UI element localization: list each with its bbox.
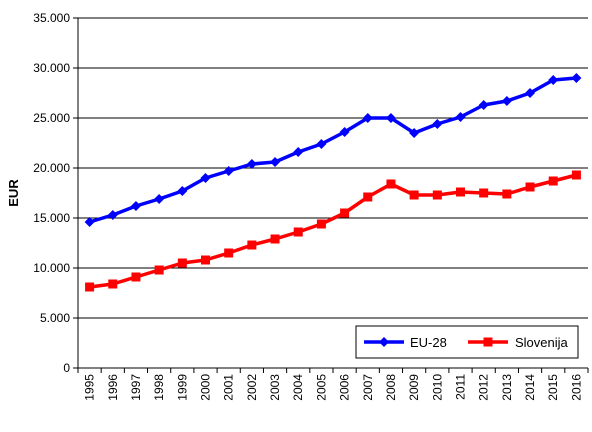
x-tick-label: 2001	[222, 374, 236, 401]
data-point	[200, 173, 211, 183]
x-axis-ticks: 1995 1996 1997 1998 1999 2000 2001 2002 2003 2004…	[77, 368, 589, 401]
data-point	[502, 189, 512, 199]
series-line	[89, 76, 577, 224]
legend-marker	[379, 337, 389, 347]
x-tick-label: 2005	[314, 374, 328, 401]
data-point	[432, 190, 442, 200]
x-tick-label: 1996	[106, 374, 120, 401]
data-point	[131, 272, 141, 282]
data-point	[293, 227, 303, 237]
x-tick-label: 2009	[407, 374, 421, 401]
data-point	[246, 159, 257, 169]
data-point	[548, 176, 558, 186]
data-point	[270, 157, 281, 167]
y-tick-label: 0	[63, 361, 70, 375]
series-eu-28	[84, 73, 582, 227]
data-point	[108, 279, 118, 289]
x-tick-label: 2010	[430, 374, 444, 401]
data-point	[154, 194, 165, 204]
data-point	[571, 170, 581, 180]
data-point	[223, 166, 234, 176]
data-point	[409, 190, 419, 200]
x-tick-label: 2014	[523, 374, 537, 401]
x-tick-label: 2000	[199, 374, 213, 401]
y-tick-label: 25.000	[33, 111, 70, 125]
data-point	[455, 112, 466, 122]
series-line	[89, 173, 577, 289]
data-point	[571, 73, 582, 83]
y-tick-label: 35.000	[33, 11, 70, 25]
series-group	[84, 73, 582, 292]
y-tick-label: 15.000	[33, 211, 70, 225]
y-tick-label: 20.000	[33, 161, 70, 175]
x-tick-label: 2016	[569, 374, 583, 401]
data-point	[548, 75, 559, 85]
data-point	[293, 147, 304, 157]
x-tick-label: 2006	[338, 374, 352, 401]
y-axis-title: EUR	[6, 179, 21, 207]
data-point	[177, 258, 187, 268]
data-point	[316, 139, 327, 149]
data-point	[525, 182, 535, 192]
data-point	[385, 113, 396, 123]
data-point	[386, 179, 396, 189]
legend-entry: Slovenija	[468, 335, 569, 350]
legend-label: EU-28	[410, 335, 447, 350]
data-point	[432, 119, 443, 129]
legend-label: Slovenija	[515, 335, 569, 350]
data-point	[224, 248, 234, 258]
series-slovenija	[85, 170, 581, 292]
data-point	[339, 127, 350, 137]
x-tick-label: 2012	[477, 374, 491, 401]
data-point	[316, 219, 326, 229]
legend-marker	[483, 337, 493, 347]
data-point	[409, 128, 420, 138]
data-point	[478, 100, 489, 110]
data-point	[456, 187, 465, 197]
x-tick-label: 2013	[500, 374, 514, 401]
data-point	[85, 282, 95, 292]
data-point	[362, 113, 373, 123]
x-tick-label: 2008	[384, 374, 398, 401]
y-tick-label: 10.000	[33, 261, 70, 275]
data-point	[340, 208, 350, 218]
data-point	[84, 217, 95, 227]
legend-entry: EU-28	[364, 335, 447, 350]
y-tick-label: 5.000	[40, 311, 70, 325]
y-tick-label: 30.000	[33, 61, 70, 75]
x-tick-label: 2007	[361, 374, 375, 401]
x-tick-label: 1998	[152, 374, 166, 401]
data-point	[501, 96, 512, 106]
data-point	[363, 192, 373, 202]
legend: EU-28 Slovenija	[355, 325, 579, 359]
x-tick-label: 2004	[291, 374, 305, 401]
data-point	[154, 265, 164, 275]
data-point	[479, 188, 489, 198]
x-tick-label: 2015	[546, 374, 560, 401]
data-point	[247, 240, 257, 250]
data-point	[107, 210, 118, 220]
x-tick-label: 1997	[129, 374, 143, 401]
data-point	[201, 255, 210, 265]
x-tick-label: 2011	[454, 374, 468, 400]
y-axis-ticks: 0 5.000 10.000 15.000 20.000 25.000 30.000 35.0…	[33, 11, 78, 375]
x-tick-label: 1995	[83, 374, 97, 401]
data-point	[130, 201, 141, 211]
data-point	[270, 234, 280, 244]
data-point	[177, 186, 188, 196]
data-point	[525, 88, 536, 98]
x-tick-label: 1999	[175, 374, 189, 401]
x-tick-label: 2003	[268, 374, 282, 401]
x-tick-label: 2002	[245, 374, 259, 401]
